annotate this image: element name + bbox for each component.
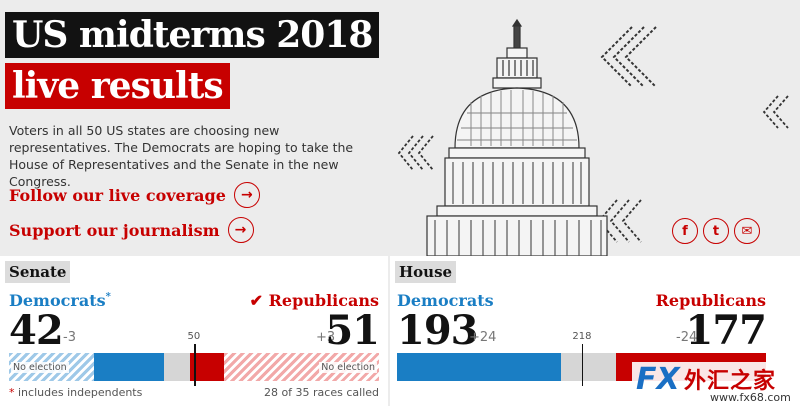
senate-races-called: 28 of 35 races called bbox=[263, 386, 379, 399]
senate-rep-name: Republicans bbox=[268, 291, 379, 310]
senate-rep-seats: 51 bbox=[325, 307, 380, 354]
senate-majority-line bbox=[194, 344, 196, 386]
footnote-star: * bbox=[9, 386, 15, 399]
live-coverage-link[interactable]: Follow our live coverage → bbox=[9, 182, 260, 208]
senate-dem-won-segment bbox=[94, 353, 165, 381]
house-dem-seats: 193 bbox=[397, 307, 478, 354]
watermark-url: www.fx68.com bbox=[710, 391, 791, 404]
house-majority-label: 218 bbox=[572, 331, 592, 342]
senate-rep-won-segment bbox=[190, 353, 224, 381]
house-rep-change: -24 bbox=[676, 330, 698, 345]
senate-title: Senate bbox=[5, 261, 71, 283]
senate-dem-seats: 42 bbox=[9, 307, 64, 354]
arrow-right-icon: → bbox=[233, 182, 260, 208]
capitol-building-image bbox=[426, 18, 608, 256]
intro-text: Voters in all 50 US states are choosing … bbox=[9, 123, 354, 189]
support-journalism-link[interactable]: Support our journalism → bbox=[9, 217, 254, 243]
live-coverage-label: Follow our live coverage bbox=[9, 185, 226, 205]
house-dem-change: +24 bbox=[469, 330, 497, 345]
hero-header: US midterms 2018 live results Voters in … bbox=[5, 12, 789, 256]
chevron-decoration-icon bbox=[600, 26, 657, 88]
house-uncalled-segment bbox=[561, 353, 616, 381]
senate-dem-name: Democrats bbox=[9, 291, 106, 310]
footnote-text: includes independents bbox=[18, 386, 143, 399]
senate-dem-marker: * bbox=[105, 291, 111, 303]
support-journalism-label: Support our journalism bbox=[9, 220, 220, 240]
senate-majority-label: 50 bbox=[187, 331, 201, 342]
senate-uncalled-segment bbox=[164, 353, 190, 381]
senate-dem-change: -3 bbox=[63, 330, 76, 345]
senate-rep-change: +3 bbox=[316, 330, 336, 345]
check-icon: ✔ bbox=[249, 291, 264, 310]
email-icon[interactable]: ✉ bbox=[734, 218, 760, 244]
house-panel: House Democrats Republicans 193 +24 -24 … bbox=[390, 256, 800, 406]
senate-footnote: * includes independents bbox=[9, 386, 142, 399]
page-title-line1: US midterms 2018 bbox=[5, 12, 380, 58]
house-rep-label: Republicans bbox=[655, 291, 766, 310]
facebook-icon[interactable]: f bbox=[672, 218, 698, 244]
twitter-icon[interactable]: t bbox=[703, 218, 729, 244]
share-buttons: f t ✉ bbox=[672, 218, 760, 244]
senate-dem-label: Democrats* bbox=[9, 291, 111, 310]
watermark-chinese: 外汇之家 bbox=[684, 369, 777, 394]
page-title-line2: live results bbox=[5, 63, 230, 109]
chevron-decoration-icon bbox=[397, 135, 434, 171]
senate-panel: Senate Democrats* ✔ Republicans 42 -3 +3… bbox=[0, 256, 388, 406]
house-title: House bbox=[395, 261, 457, 283]
house-majority-line bbox=[581, 344, 584, 386]
senate-no-election-left: No election bbox=[11, 362, 69, 373]
house-rep-seats: 177 bbox=[685, 307, 767, 354]
arrow-right-icon: → bbox=[227, 217, 254, 243]
house-dem-won-segment bbox=[397, 353, 561, 381]
watermark-fx-logo: FX bbox=[636, 362, 680, 397]
house-dem-label: Democrats bbox=[397, 291, 494, 310]
chevron-decoration-icon bbox=[762, 95, 789, 129]
fx68-watermark: FX 外汇之家 www.fx68.com bbox=[632, 362, 800, 406]
senate-no-election-right: No election bbox=[319, 362, 377, 373]
senate-rep-label: ✔ Republicans bbox=[250, 291, 379, 310]
